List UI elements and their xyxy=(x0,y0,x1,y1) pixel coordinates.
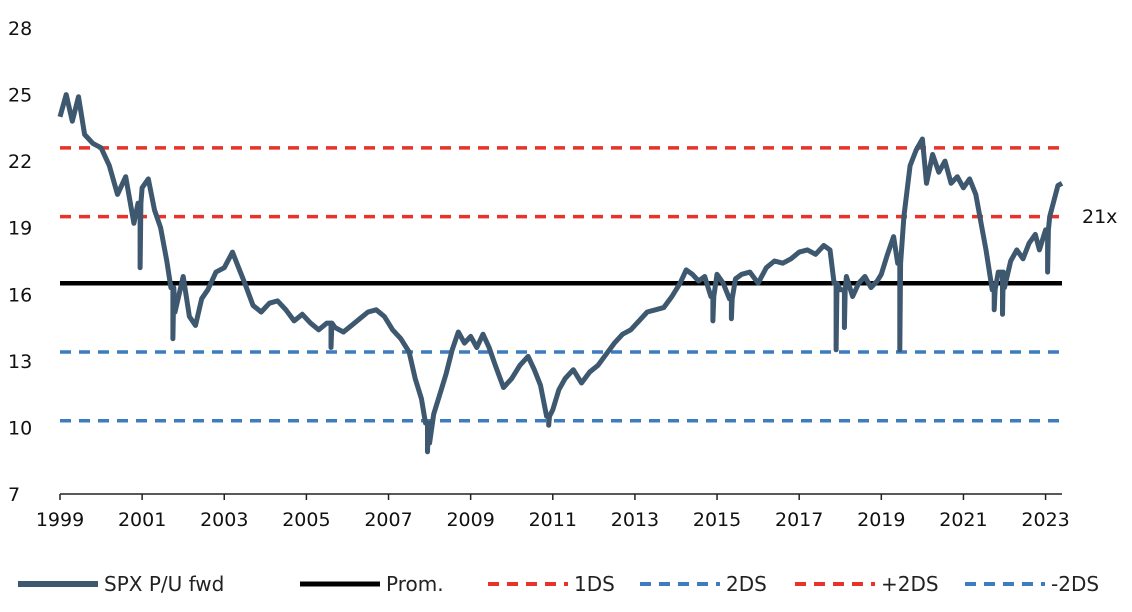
x-tick-label: 2007 xyxy=(364,509,412,531)
x-tick-label: 2009 xyxy=(446,509,494,531)
x-tick-label: 2013 xyxy=(611,509,659,531)
y-tick-label: 7 xyxy=(8,484,20,506)
y-tick-label: 22 xyxy=(8,151,32,173)
legend-item: Prom. xyxy=(300,566,444,602)
series-group xyxy=(57,92,1064,455)
annotation-21x: 21x xyxy=(1082,206,1117,228)
y-axis-ticks: 7 10 13 16 19 22 25 28 xyxy=(8,18,32,506)
legend-label: +2DS xyxy=(881,572,939,596)
series-line-spx-pu-fwd xyxy=(57,92,1064,455)
legend-item: SPX P/U fwd xyxy=(18,566,224,602)
legend-label: Prom. xyxy=(386,572,444,596)
y-tick-label: 16 xyxy=(8,284,32,306)
legend-label: SPX P/U fwd xyxy=(104,572,225,596)
legend-swatch-1ds xyxy=(488,582,568,586)
x-tick-label: 1999 xyxy=(36,509,84,531)
legend-item: +2DS xyxy=(795,566,939,602)
y-tick-label: 25 xyxy=(8,85,32,107)
legend-swatch-2ds xyxy=(640,582,720,586)
x-tick-label: 2005 xyxy=(282,509,330,531)
reference-lines xyxy=(60,146,1062,423)
x-tick-label: 2011 xyxy=(529,509,577,531)
x-tick-label: 2023 xyxy=(1021,509,1069,531)
x-tick-label: 2001 xyxy=(118,509,166,531)
legend-swatch-prom xyxy=(300,581,380,587)
legend-swatch-plus2ds xyxy=(795,582,875,586)
legend-swatch-spx xyxy=(18,581,98,587)
y-tick-label: 10 xyxy=(8,417,32,439)
legend-label: 2DS xyxy=(726,572,767,596)
y-tick-label: 28 xyxy=(8,18,32,40)
x-tick-label: 2021 xyxy=(939,509,987,531)
legend-item: 1DS xyxy=(488,566,615,602)
y-tick-label: 13 xyxy=(8,351,32,373)
legend: SPX P/U fwd Prom. 1DS 2DS +2DS -2DS xyxy=(0,566,1132,602)
y-tick-label: 19 xyxy=(8,218,32,240)
legend-label: 1DS xyxy=(574,572,615,596)
x-tick-label: 2003 xyxy=(200,509,248,531)
x-tick-label: 2019 xyxy=(857,509,905,531)
legend-item: 2DS xyxy=(640,566,767,602)
legend-swatch-minus2ds xyxy=(965,582,1045,586)
x-tick-label: 2017 xyxy=(775,509,823,531)
legend-item: -2DS xyxy=(965,566,1099,602)
x-tick-label: 2015 xyxy=(693,509,741,531)
x-axis: 1999 2001 2003 2005 2007 2009 2011 2013 2015 2017… xyxy=(36,493,1070,531)
legend-label: -2DS xyxy=(1051,572,1100,596)
